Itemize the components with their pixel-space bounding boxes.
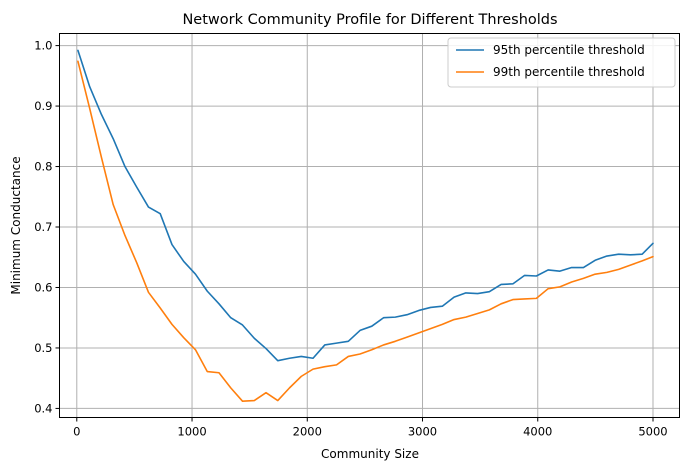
y-tick-label: 0.9 [34, 99, 52, 113]
plot-frame [59, 33, 680, 418]
x-tick-label: 0 [73, 425, 80, 439]
legend: 95th percentile threshold 99th percentile… [447, 37, 676, 88]
y-axis-label: Minimum Conductance [9, 156, 23, 294]
series-line-99th [77, 60, 654, 402]
x-tick-label: 1000 [177, 425, 206, 439]
x-tick-label: 4000 [523, 425, 552, 439]
y-tick-label: 0.6 [34, 280, 52, 294]
y-tick-label: 1.0 [34, 39, 52, 53]
legend-box [447, 37, 676, 88]
y-tick-label: 0.8 [34, 160, 52, 174]
x-tick-label: 2000 [293, 425, 322, 439]
axis-ticks: 0 1000 2000 3000 4000 5000 0.4 0.5 0.6 0.7 0.8 0.9 1… [34, 39, 667, 439]
series-line-95th [77, 49, 654, 362]
y-tick-label: 0.7 [34, 220, 52, 234]
series-lines [77, 49, 654, 402]
legend-label: 95th percentile threshold [493, 43, 645, 57]
x-tick-label: 5000 [638, 425, 667, 439]
y-tick-label: 0.5 [34, 341, 52, 355]
legend-label: 99th percentile threshold [493, 65, 645, 79]
y-tick-label: 0.4 [34, 401, 52, 415]
x-axis-label: Community Size [321, 447, 419, 461]
x-tick-label: 3000 [408, 425, 437, 439]
grid [59, 33, 680, 418]
chart-title: Network Community Profile for Different … [182, 12, 557, 28]
